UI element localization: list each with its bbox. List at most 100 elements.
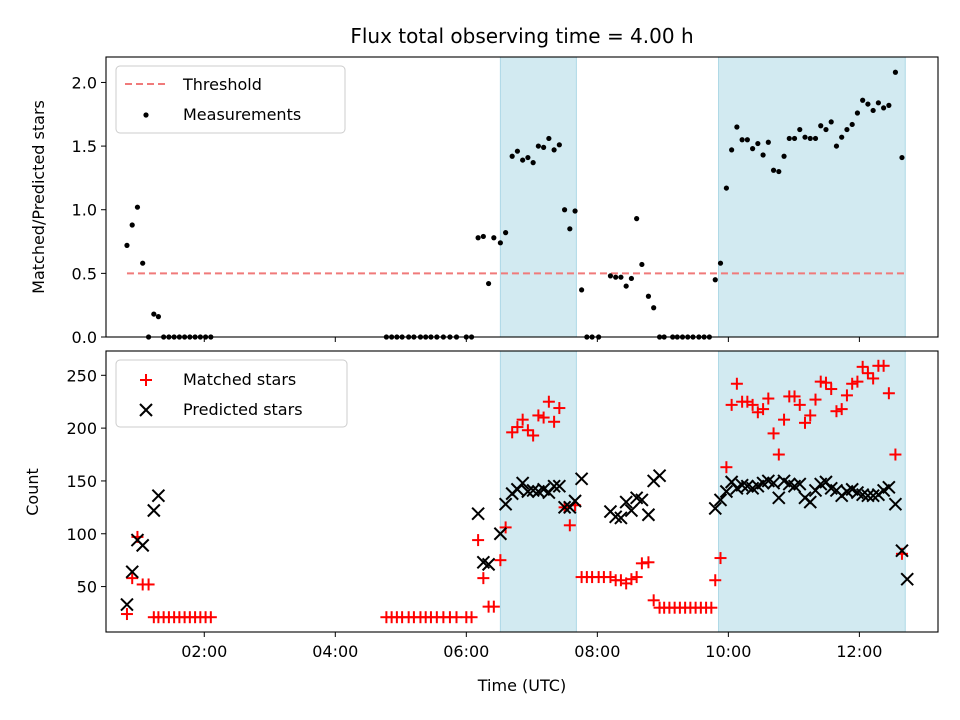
measurement-point	[791, 135, 798, 142]
matched-star-point	[714, 552, 727, 565]
predicted-star-point	[855, 487, 870, 502]
measurement-point	[823, 126, 829, 133]
predicted-star-point	[471, 506, 485, 521]
measurement-point	[579, 287, 585, 293]
top-legend-box	[115, 65, 346, 134]
measurement-point	[546, 135, 552, 142]
measurement-point	[613, 274, 619, 280]
matched-star-point	[725, 398, 738, 411]
measurement-point	[514, 148, 521, 154]
measurement-point	[807, 135, 813, 142]
measurement-point	[134, 204, 141, 210]
predicted-star-point	[614, 511, 628, 525]
measurement-point	[541, 144, 547, 150]
predicted-star-point	[766, 476, 781, 490]
predicted-star-point	[861, 489, 875, 503]
matched-star-point	[882, 387, 895, 400]
predicted-star-point	[719, 484, 734, 499]
matched-star-point	[487, 600, 500, 613]
bottom-x-ticks: 02:00 04:00 06:00 08:00 10:00 12:00	[181, 632, 882, 661]
measurement-point	[854, 110, 861, 116]
legend-matched-label: Matched stars	[183, 370, 296, 389]
measurement-point	[865, 101, 871, 107]
measurement-point	[870, 107, 876, 114]
matched-star-point	[793, 398, 806, 411]
measurement-point	[881, 105, 887, 111]
predicted-star-point	[866, 489, 880, 503]
measurement-point	[480, 233, 486, 240]
measurement-point	[607, 273, 614, 279]
predicted-star-point	[708, 501, 722, 516]
x-tick-label: 12:00	[836, 642, 882, 661]
measurement-point	[618, 274, 624, 280]
top-y-axis-label: Matched/Predicted stars	[29, 100, 48, 294]
y-tick-label: 1.5	[72, 137, 97, 156]
measurement-point	[497, 240, 503, 246]
matched-star-point	[830, 405, 843, 418]
measurement-point	[572, 208, 578, 214]
measurement-point	[561, 207, 568, 213]
predicted-star-point	[147, 503, 161, 518]
legend-threshold-label: Threshold	[182, 75, 262, 94]
matched-star-point	[516, 413, 529, 426]
measurement-point	[129, 222, 135, 228]
predicted-star-point	[635, 493, 649, 507]
measurement-point	[639, 261, 645, 268]
measurement-point	[155, 314, 162, 320]
measurement-point	[723, 185, 729, 191]
legend-measurements-label: Measurements	[183, 105, 301, 124]
matched-star-point	[767, 427, 780, 440]
measurement-point	[525, 154, 531, 161]
measurement-point	[755, 140, 761, 147]
predicted-star-point	[652, 468, 667, 483]
matched-star-point	[472, 534, 485, 547]
x-tick-label: 10:00	[705, 642, 751, 661]
matched-star-point	[799, 416, 812, 429]
matched-star-point	[846, 377, 859, 390]
bottom-legend-box	[115, 359, 348, 428]
predicted-star-point	[574, 472, 589, 486]
y-tick-label: 50	[77, 578, 97, 597]
x-axis-label: Time (UTC)	[477, 676, 566, 695]
measurement-point	[551, 147, 557, 153]
measurement-point	[717, 260, 724, 266]
matched-star-point	[511, 421, 524, 434]
measurement-point	[797, 126, 803, 133]
top-plot-frame	[105, 56, 939, 338]
matched-star-point	[705, 601, 718, 614]
predicted-star-point	[608, 510, 623, 524]
legend-predicted-swatch	[139, 403, 153, 417]
measurement-point	[875, 100, 881, 106]
x-tick-label: 08:00	[574, 642, 620, 661]
top-legend: Threshold Measurements	[115, 65, 346, 134]
measurement-point	[491, 235, 497, 241]
matched-star-point	[521, 424, 534, 437]
top-shaded-spans	[499, 56, 906, 338]
measurement-point	[781, 153, 787, 159]
measurement-point	[645, 293, 652, 299]
measurement-point	[886, 102, 892, 108]
shaded-span	[718, 56, 906, 338]
matched-star-point	[762, 392, 775, 405]
legend-predicted-label: Predicted stars	[183, 400, 303, 419]
measurement-point	[849, 121, 855, 128]
bottom-y-ticks: 50 100 150 200 250	[66, 366, 106, 597]
matched-star-point	[804, 409, 817, 422]
measurement-point	[556, 142, 562, 148]
predicted-star-point	[882, 480, 896, 494]
bottom-plot-frame	[105, 350, 939, 633]
predicted-star-point	[151, 489, 166, 503]
measurement-point	[734, 124, 740, 130]
matched-star-point	[542, 395, 555, 408]
matched-star-point	[709, 574, 722, 587]
measurement-point	[818, 123, 824, 129]
matched-star-point	[537, 411, 550, 424]
predicted-star-point	[120, 597, 134, 612]
matched-star-point	[889, 448, 902, 461]
matched-star-point	[861, 367, 874, 380]
predicted-star-point	[125, 565, 139, 579]
matched-star-point	[746, 398, 759, 411]
predicted-star-point	[515, 476, 530, 490]
y-tick-label: 0.5	[72, 264, 97, 283]
matched-star-point	[477, 572, 490, 585]
